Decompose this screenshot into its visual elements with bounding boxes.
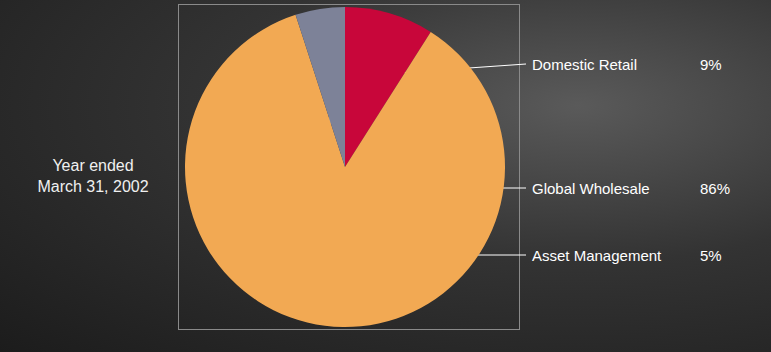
svg-text:Year ended: Year ended <box>52 157 133 174</box>
svg-text:Asset Management: Asset Management <box>532 247 662 264</box>
svg-text:Domestic Retail: Domestic Retail <box>532 56 637 73</box>
svg-text:86%: 86% <box>700 180 730 197</box>
svg-text:March 31, 2002: March 31, 2002 <box>37 178 148 195</box>
svg-text:Global Wholesale: Global Wholesale <box>532 180 650 197</box>
svg-text:9%: 9% <box>700 56 722 73</box>
svg-text:5%: 5% <box>700 247 722 264</box>
